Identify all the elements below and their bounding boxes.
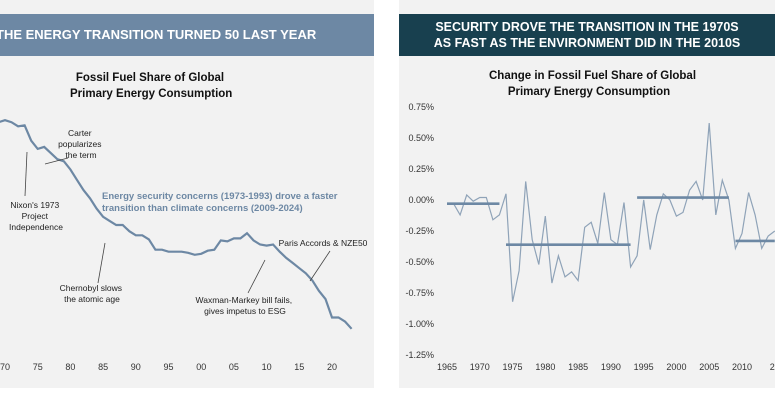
annotation-carter: Carter popularizes the term (58, 128, 104, 160)
left-x-tick-00: 00 (196, 362, 206, 372)
left-x-tick-70: 70 (0, 362, 10, 372)
annotation-nixon-line2: Project (22, 211, 49, 221)
right-x-tick: 1970 (470, 362, 490, 372)
right-x-tick: 1985 (568, 362, 588, 372)
left-callout: Energy security concerns (1973-1993) dro… (102, 191, 338, 214)
left-x-tick-20: 20 (327, 362, 337, 372)
annotation-carter-line3: the term (65, 150, 96, 160)
right-y-axis: 0.75% 0.50% 0.25% 0.00% -0.25% -0.50% -0.75% -1… (405, 102, 434, 360)
left-x-tick-05: 05 (229, 362, 239, 372)
right-y-tick: -0.25% (405, 226, 434, 236)
left-chart-title: Fossil Fuel Share of Global Primary Ener… (70, 70, 233, 102)
waxman-leader-line (247, 259, 266, 294)
callout-line1: Energy security concerns (1973-1993) dro… (102, 191, 338, 202)
right-chart-panel: SECURITY DROVE THE TRANSITION IN THE 197… (399, 0, 775, 388)
left-x-axis: 70 75 80 85 90 95 00 05 10 15 20 (0, 362, 337, 372)
left-x-tick-75: 75 (33, 362, 43, 372)
right-y-tick: 0.75% (408, 102, 434, 112)
right-x-tick: 2005 (699, 362, 719, 372)
right-x-tick: 2010 (732, 362, 752, 372)
fossil-share-line (0, 119, 353, 330)
annotation-waxman-line1: Waxman-Markey bill fails, (196, 295, 293, 305)
left-x-tick-95: 95 (163, 362, 173, 372)
annotation-waxman: Waxman-Markey bill fails, gives impetus … (196, 295, 295, 316)
annual-change-line (453, 123, 775, 302)
left-chart-panel: THE ENERGY TRANSITION TURNED 50 LAST YEA… (0, 0, 374, 388)
right-title-line1: Change in Fossil Fuel Share of Global (489, 70, 697, 82)
annotation-waxman-line2: gives impetus to ESG (204, 306, 286, 316)
annotation-carter-line1: Carter (68, 128, 92, 138)
right-x-tick: 1990 (601, 362, 621, 372)
right-chart-title: Change in Fossil Fuel Share of Global Pr… (489, 68, 697, 100)
annotation-carter-line2: popularizes (58, 139, 101, 149)
right-x-axis: 1965 1970 1975 1980 1985 1990 1995 2000 2005 2010… (437, 362, 775, 372)
left-line-chart: 70 75 80 85 90 95 00 05 10 15 20 Carter popularize… (0, 119, 368, 372)
left-title-line1: Fossil Fuel Share of Global (75, 72, 225, 84)
right-x-tick: 1980 (535, 362, 555, 372)
right-banner-line2: AS FAST AS THE ENVIRONMENT DID IN THE 20… (433, 36, 741, 50)
left-x-tick-10: 10 (262, 362, 272, 372)
left-banner: THE ENERGY TRANSITION TURNED 50 LAST YEA… (0, 14, 374, 56)
right-x-tick: 1975 (503, 362, 523, 372)
left-x-tick-85: 85 (98, 362, 108, 372)
right-y-tick: 0.25% (408, 164, 434, 174)
right-y-tick: -1.25% (405, 350, 434, 360)
left-title-line2: Primary Energy Consumption (70, 88, 233, 100)
annotation-paris: Paris Accords & NZE50 (279, 238, 368, 248)
right-y-tick: -1.00% (405, 319, 434, 329)
annotation-chernobyl: Chernobyl slows the atomic age (60, 283, 125, 304)
right-x-tick: 20 (770, 362, 775, 372)
right-y-tick: -0.75% (405, 288, 434, 298)
left-x-tick-15: 15 (294, 362, 304, 372)
right-y-tick: 0.50% (408, 133, 434, 143)
left-banner-text: THE ENERGY TRANSITION TURNED 50 LAST YEA… (0, 27, 317, 42)
callout-line2: transition than climate concerns (2009-2… (102, 203, 303, 214)
right-banner: SECURITY DROVE THE TRANSITION IN THE 197… (399, 14, 775, 56)
left-x-tick-80: 80 (65, 362, 75, 372)
right-y-tick: 0.00% (408, 195, 434, 205)
left-annotations: Carter popularizes the term Nixon's 1973… (9, 128, 368, 316)
right-banner-line1: SECURITY DROVE THE TRANSITION IN THE 197… (435, 20, 739, 34)
right-x-tick: 1995 (634, 362, 654, 372)
annotation-chernobyl-line2: the atomic age (64, 294, 120, 304)
paris-leader-line (309, 250, 331, 282)
period-averages (447, 196, 775, 246)
nixon-leader-line (24, 151, 28, 197)
right-line-chart: 0.75% 0.50% 0.25% 0.00% -0.25% -0.50% -0.75% -1… (405, 102, 775, 372)
annotation-nixon-line3: Independence (9, 222, 63, 232)
annotation-nixon-line1: Nixon's 1973 (10, 200, 59, 210)
carter-leader-line (44, 157, 69, 165)
annotation-nixon: Nixon's 1973 Project Independence (9, 200, 63, 232)
right-y-tick: -0.50% (405, 257, 434, 267)
right-x-tick: 1965 (437, 362, 457, 372)
right-title-line2: Primary Energy Consumption (507, 86, 671, 98)
chernobyl-leader-line (97, 242, 106, 284)
annotation-chernobyl-line1: Chernobyl slows (60, 283, 122, 293)
left-x-tick-90: 90 (131, 362, 141, 372)
right-x-tick: 2000 (666, 362, 686, 372)
